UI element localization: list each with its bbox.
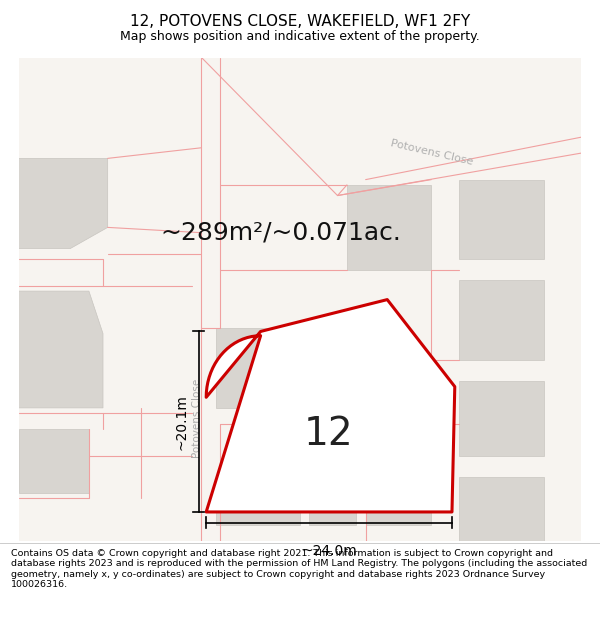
Polygon shape <box>215 328 295 408</box>
Polygon shape <box>460 381 544 456</box>
Text: Potovens Close: Potovens Close <box>192 379 202 458</box>
Polygon shape <box>460 179 544 259</box>
Text: 12: 12 <box>304 416 353 454</box>
Text: ~20.1m: ~20.1m <box>175 394 189 449</box>
Polygon shape <box>19 429 89 493</box>
Polygon shape <box>19 291 103 408</box>
Text: Contains OS data © Crown copyright and database right 2021. This information is : Contains OS data © Crown copyright and d… <box>11 549 587 589</box>
Text: ~289m²/~0.071ac.: ~289m²/~0.071ac. <box>161 221 401 245</box>
Polygon shape <box>347 185 431 270</box>
Polygon shape <box>206 299 455 512</box>
Text: 12, POTOVENS CLOSE, WAKEFIELD, WF1 2FY: 12, POTOVENS CLOSE, WAKEFIELD, WF1 2FY <box>130 14 470 29</box>
Polygon shape <box>460 281 544 360</box>
Text: Map shows position and indicative extent of the property.: Map shows position and indicative extent… <box>120 30 480 43</box>
Polygon shape <box>19 58 581 541</box>
Text: Potovens Close: Potovens Close <box>389 139 473 168</box>
Polygon shape <box>365 461 431 525</box>
Polygon shape <box>460 477 544 541</box>
Polygon shape <box>215 477 300 525</box>
Polygon shape <box>19 158 107 249</box>
Text: ~24.0m: ~24.0m <box>301 544 357 558</box>
Polygon shape <box>310 477 356 525</box>
